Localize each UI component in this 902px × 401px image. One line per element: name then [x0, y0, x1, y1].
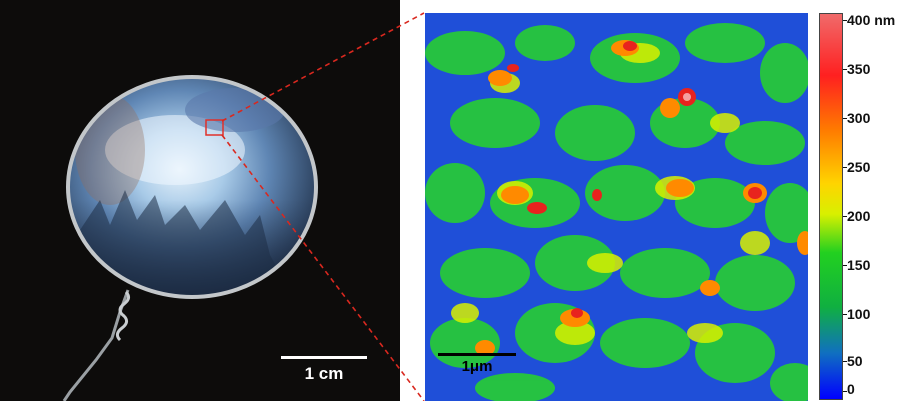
colorbar-tick-100: 100 [847, 306, 871, 322]
colorbar-tick-mark [843, 216, 847, 217]
colorbar-tick-350: 350 [847, 61, 871, 77]
film-on-wire-loop [62, 75, 318, 401]
colorbar-tick-300: 300 [847, 110, 871, 126]
colorbar-tick-mark [843, 167, 847, 168]
colorbar-tick-200: 200 [847, 208, 871, 224]
colorbar-tick-0: 0 [847, 381, 855, 397]
colorbar-tick-mark [843, 265, 847, 266]
colorbar-tick-mark [843, 118, 847, 119]
colorbar-tick-mark [843, 361, 847, 362]
scale-bar-left [281, 356, 367, 359]
colorbar-tick-mark [843, 314, 847, 315]
height-colorbar [819, 13, 843, 400]
afm-texture [425, 13, 808, 401]
colorbar-tick-250: 250 [847, 159, 871, 175]
film-photo [0, 0, 400, 401]
colorbar-tick-150: 150 [847, 257, 871, 273]
colorbar-tick-400: 400 nm [847, 12, 896, 28]
afm-height-map [425, 13, 808, 401]
scale-bar-left-label: 1 cm [304, 364, 344, 383]
colorbar-tick-mark [843, 20, 847, 21]
scale-bar-right [438, 353, 516, 356]
colorbar-tick-mark [843, 391, 847, 392]
scale-bar-right-label: 1μm [461, 358, 493, 375]
colorbar-tick-mark [843, 69, 847, 70]
colorbar-tick-50: 50 [847, 353, 863, 369]
